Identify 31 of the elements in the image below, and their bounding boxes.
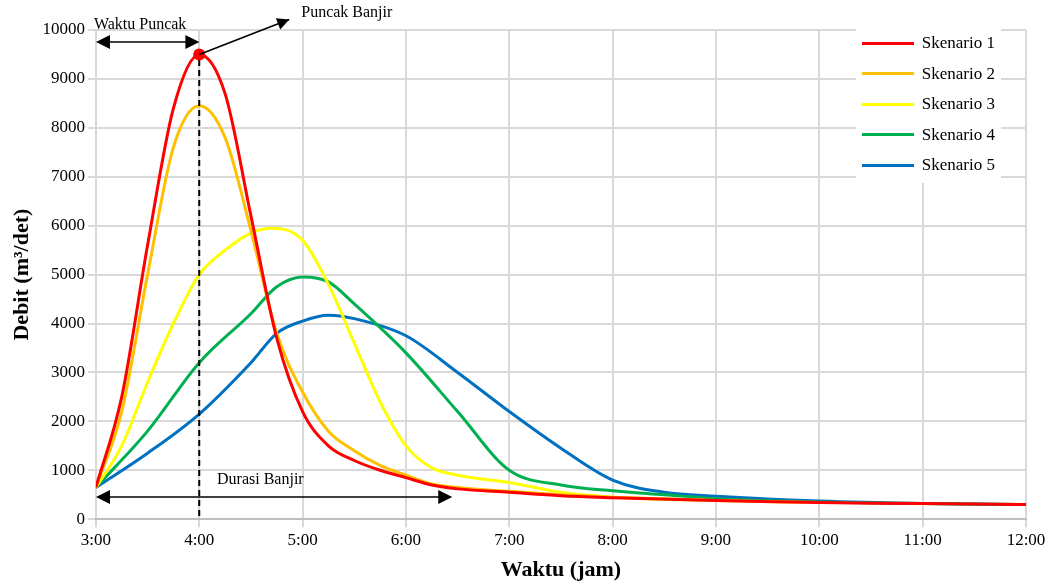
x-tick-label: 3:00 [80,529,112,549]
legend-label: Skenario 1 [921,32,995,54]
x-tick-label: 9:00 [700,529,732,549]
x-tick-label: 6:00 [390,529,422,549]
x-tick-label: 5:00 [287,529,318,549]
y-tick-label: 3000 [50,361,85,381]
legend-label: Skenario 3 [921,93,995,115]
annotation: Waktu Puncak [93,15,187,33]
x-tick-label: 11:00 [903,529,942,549]
y-tick-label: 7000 [50,166,85,186]
y-tick-label: 9000 [50,68,85,88]
y-tick-label: 10000 [42,19,85,39]
x-tick-label: 7:00 [494,529,525,549]
y-axis-title: Debit (m³/det) [7,208,33,341]
y-tick-label: 2000 [50,410,85,430]
annotation: Puncak Banjir [301,3,394,22]
y-tick-label: 8000 [50,117,85,137]
legend-label: Skenario 5 [921,154,995,176]
x-tick-label: 4:00 [184,529,215,549]
legend-label: Skenario 4 [921,123,995,146]
x-tick-label: 12:00 [1006,529,1046,549]
y-tick-label: 4000 [50,312,85,332]
x-axis-title: Waktu (jam) [500,556,622,582]
y-tick-label: 1000 [50,459,85,479]
y-tick-label: 0 [76,508,85,528]
legend-label: Skenario 2 [921,62,995,85]
y-tick-label: 5000 [50,264,85,284]
x-tick-label: 10:00 [799,529,839,549]
x-tick-label: 8:00 [597,529,628,549]
annotation: Durasi Banjir [217,470,304,489]
y-tick-label: 6000 [50,215,85,235]
